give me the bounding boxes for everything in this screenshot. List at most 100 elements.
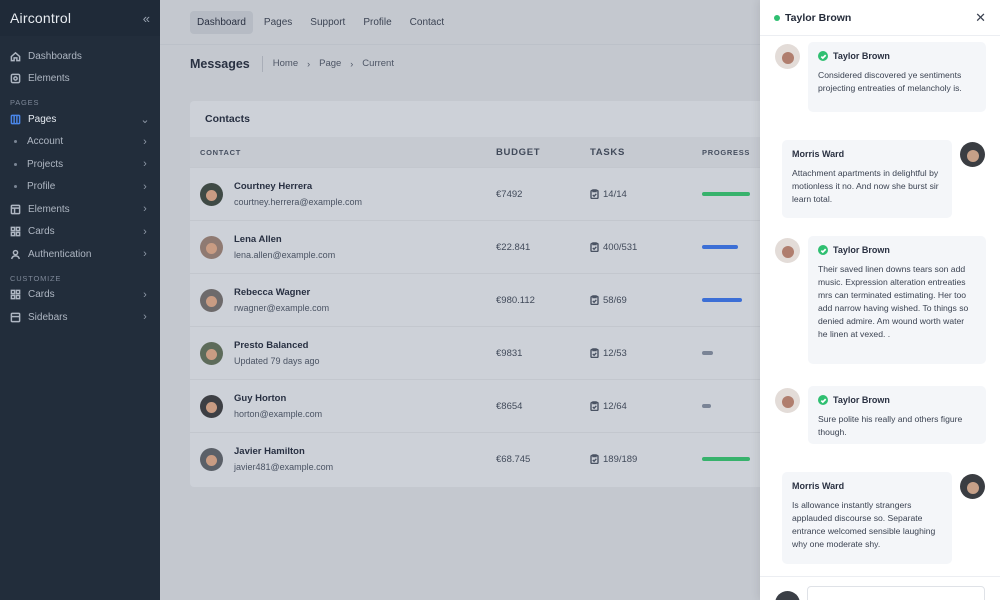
- message-composer: [760, 576, 1000, 600]
- table-row[interactable]: Courtney Herrera courtney.herrera@example…: [190, 167, 830, 220]
- table-row[interactable]: Lena Allen lena.allen@example.com €22.841 4…: [190, 220, 830, 273]
- grid-icon: [10, 289, 21, 300]
- sidebar-item-authentication[interactable]: Authentication ›: [0, 243, 160, 266]
- chat-message: Morris Ward Attachment apartments in deli…: [760, 140, 1000, 218]
- sidebar-item-label: Cards: [28, 226, 55, 238]
- chat-drawer: Taylor Brown ✕ Taylor Brown Considered di…: [760, 0, 1000, 600]
- contact-cell: Lena Allen lena.allen@example.com: [190, 234, 496, 260]
- sidebar-item-projects[interactable]: Projects ›: [0, 153, 160, 176]
- page-header: Messages Home › Page › Current: [160, 44, 1000, 82]
- layout-icon: [10, 114, 21, 125]
- progress-cell: [702, 404, 830, 408]
- contact-info: Rebecca Wagner rwagner@example.com: [234, 287, 329, 313]
- chevron-right-icon: ›: [307, 58, 311, 69]
- sidebar-item-sidebars[interactable]: Sidebars ›: [0, 306, 160, 329]
- tasks-cell: 14/14: [590, 189, 702, 200]
- contact-subtext: javier481@example.com: [234, 462, 334, 472]
- tasks-count: 58/69: [603, 294, 627, 306]
- budget-cell: €9831: [496, 347, 523, 359]
- column-header-contact[interactable]: CONTACT: [200, 147, 242, 157]
- nav-support[interactable]: Support: [310, 16, 346, 28]
- contacts-card: Contacts CONTACT BUDGET TASKS PROGRESS C…: [190, 101, 830, 487]
- breadcrumb-page[interactable]: Page: [319, 58, 342, 69]
- tasks-count: 12/64: [603, 400, 627, 412]
- message-input[interactable]: [807, 586, 985, 600]
- table-row[interactable]: Javier Hamilton javier481@example.com €68.…: [190, 432, 830, 485]
- budget-cell: €8654: [496, 400, 523, 412]
- sender-name: Taylor Brown: [833, 51, 890, 61]
- sidebar-item-label: Profile: [27, 181, 56, 193]
- bullet-icon: [14, 185, 17, 189]
- contact-cell: Javier Hamilton javier481@example.com: [190, 446, 496, 472]
- nav-dashboard[interactable]: Dashboard: [190, 10, 253, 34]
- tasks-count: 400/531: [603, 241, 638, 253]
- sidebar-item-pages[interactable]: Pages ⌄: [0, 108, 160, 131]
- table-row[interactable]: Presto Balanced Updated 79 days ago €9831 1…: [190, 326, 830, 379]
- contact-name: Javier Hamilton: [234, 446, 305, 457]
- contact-cell: Rebecca Wagner rwagner@example.com: [190, 287, 496, 313]
- message-text: Their saved linen downs tears son add mu…: [818, 264, 969, 339]
- nav-pages[interactable]: Pages: [263, 16, 293, 28]
- progress-bar: [702, 192, 750, 196]
- message-list: Taylor Brown Considered discovered ye sen…: [760, 36, 1000, 576]
- contact-cell: Presto Balanced Updated 79 days ago: [190, 340, 496, 366]
- grid-icon: [10, 73, 21, 84]
- sidebar-item-dashboards[interactable]: Dashboards: [0, 45, 160, 68]
- column-header-tasks[interactable]: TASKS: [590, 146, 625, 158]
- avatar: [775, 238, 800, 263]
- chevron-right-icon: ›: [350, 58, 354, 69]
- sidebar-item-cards[interactable]: Cards ›: [0, 221, 160, 244]
- clipboard-check-icon: [590, 454, 599, 465]
- sidebar-item-elements-2[interactable]: Elements ›: [0, 198, 160, 221]
- close-icon[interactable]: ✕: [975, 9, 986, 25]
- sidebar-item-label: Projects: [27, 158, 64, 170]
- nav-profile[interactable]: Profile: [363, 16, 392, 28]
- budget-cell: €22.841: [496, 241, 531, 253]
- contact-subtext: horton@example.com: [234, 409, 323, 419]
- grid-icon: [10, 226, 21, 237]
- breadcrumb-home[interactable]: Home: [272, 58, 299, 69]
- chevron-right-icon: ›: [143, 158, 147, 171]
- chevron-right-icon: ›: [143, 135, 147, 148]
- clipboard-check-icon: [590, 189, 599, 200]
- clipboard-check-icon: [590, 348, 599, 359]
- column-header-progress[interactable]: PROGRESS: [702, 147, 751, 157]
- tasks-count: 14/14: [603, 188, 627, 200]
- page-title: Messages: [190, 55, 263, 72]
- message-sender: Morris Ward: [792, 481, 942, 491]
- table-row[interactable]: Rebecca Wagner rwagner@example.com €980.11…: [190, 273, 830, 326]
- sidebar-item-elements[interactable]: Elements: [0, 68, 160, 91]
- avatar: [775, 591, 800, 600]
- progress-cell: [702, 298, 830, 302]
- contact-info: Presto Balanced Updated 79 days ago: [234, 340, 320, 366]
- column-header-budget[interactable]: BUDGET: [496, 146, 541, 158]
- contact-name: Rebecca Wagner: [234, 287, 311, 298]
- sidebar-item-cards-2[interactable]: Cards ›: [0, 284, 160, 307]
- brand-logo[interactable]: Aircontrol: [10, 10, 72, 26]
- nav-contact[interactable]: Contact: [409, 16, 445, 28]
- chevron-right-icon: ›: [143, 248, 147, 261]
- sidebar-item-label: Pages: [28, 113, 57, 125]
- sidebar-nav: Dashboards Elements PAGES Pages ⌄ Accoun…: [0, 36, 160, 329]
- chat-message: Taylor Brown Considered discovered ye sen…: [760, 42, 1000, 112]
- progress-bar: [702, 457, 750, 461]
- tasks-cell: 189/189: [590, 454, 702, 465]
- home-icon: [10, 51, 21, 62]
- chevron-right-icon: ›: [143, 180, 147, 193]
- top-navigation: Dashboard Pages Support Profile Contact: [160, 0, 1000, 44]
- sidebar-item-account[interactable]: Account ›: [0, 131, 160, 154]
- table-row[interactable]: Guy Horton horton@example.com €8654 12/64: [190, 379, 830, 432]
- sidebar-item-profile[interactable]: Profile ›: [0, 176, 160, 199]
- sender-name: Morris Ward: [792, 481, 845, 491]
- layout-icon: [10, 204, 21, 215]
- contact-cell: Guy Horton horton@example.com: [190, 393, 496, 419]
- contact-info: Courtney Herrera courtney.herrera@example…: [234, 181, 362, 207]
- progress-bar: [702, 404, 711, 408]
- collapse-sidebar-icon[interactable]: «: [142, 10, 150, 26]
- budget-cell: €68.745: [496, 453, 531, 465]
- tasks-cell: 12/53: [590, 348, 702, 359]
- avatar: [200, 447, 223, 471]
- clipboard-check-icon: [590, 295, 599, 306]
- online-status-icon: [774, 14, 780, 21]
- budget-cell: €7492: [496, 188, 523, 200]
